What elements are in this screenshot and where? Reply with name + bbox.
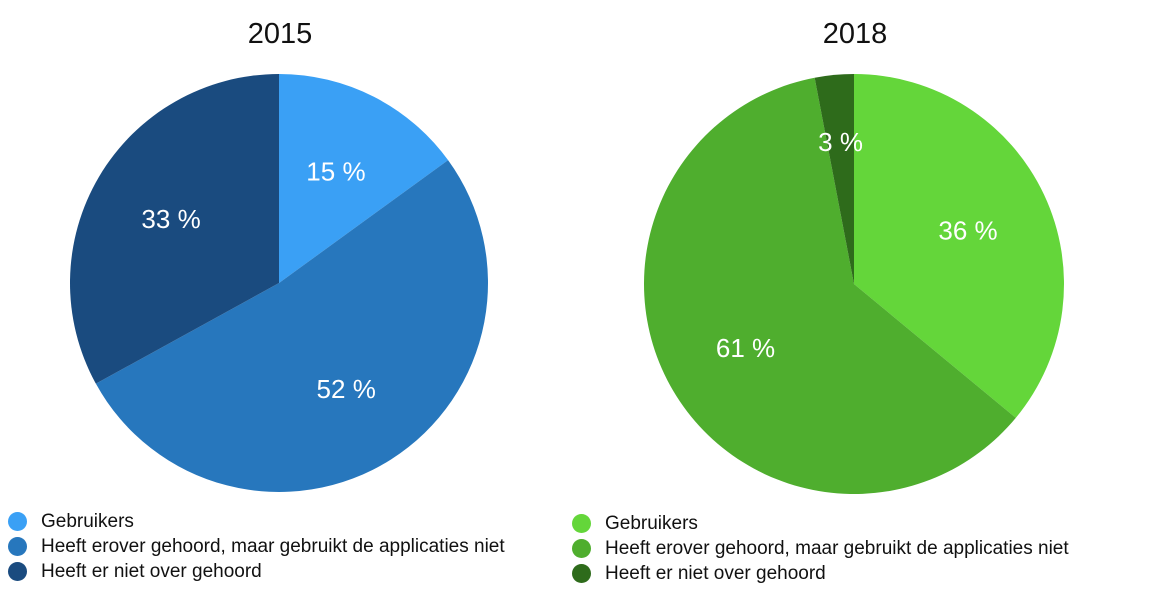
pie-slice [95, 160, 489, 493]
legend-label: Heeft erover gehoord, maar gebruikt de a… [41, 535, 505, 557]
pie-slice [70, 74, 280, 384]
legend-label: Gebruikers [41, 510, 134, 532]
legend-item: Gebruikers [572, 511, 1069, 536]
legend-item: Heeft er niet over gehoord [572, 561, 1069, 586]
legend-swatch [572, 539, 591, 558]
legend-swatch [8, 562, 27, 581]
legend-swatch [572, 514, 591, 533]
pie-slice [814, 74, 854, 284]
pie-chart-2015: 15 % 52 % 33 % [70, 74, 489, 493]
pie-slice [279, 74, 449, 283]
legend-swatch [572, 564, 591, 583]
legend-swatch [8, 537, 27, 556]
slice-label: 36 % [938, 215, 997, 245]
legend-label: Heeft er niet over gehoord [605, 562, 826, 584]
legend-item: Heeft erover gehoord, maar gebruikt de a… [572, 536, 1069, 561]
legend-label: Gebruikers [605, 512, 698, 534]
pie-slice [854, 74, 1064, 418]
slice-label: 33 % [141, 204, 200, 234]
pie-chart-2018: 36 % 61 % 3 % [644, 74, 1064, 495]
legend-2015: Gebruikers Heeft erover gehoord, maar ge… [8, 509, 505, 584]
pie-slice [644, 77, 1016, 495]
slice-label: 61 % [716, 333, 775, 363]
legend-item: Gebruikers [8, 509, 505, 534]
legend-item: Heeft er niet over gehoord [8, 559, 505, 584]
slice-label: 15 % [306, 156, 365, 186]
slice-label: 3 % [818, 127, 863, 157]
legend-item: Heeft erover gehoord, maar gebruikt de a… [8, 534, 505, 559]
legend-2018: Gebruikers Heeft erover gehoord, maar ge… [572, 511, 1069, 586]
legend-label: Heeft er niet over gehoord [41, 560, 262, 582]
slice-label: 52 % [317, 374, 376, 404]
chart-title-2015: 2015 [247, 18, 313, 50]
chart-title-2018: 2018 [822, 18, 888, 50]
legend-swatch [8, 512, 27, 531]
legend-label: Heeft erover gehoord, maar gebruikt de a… [605, 537, 1069, 559]
